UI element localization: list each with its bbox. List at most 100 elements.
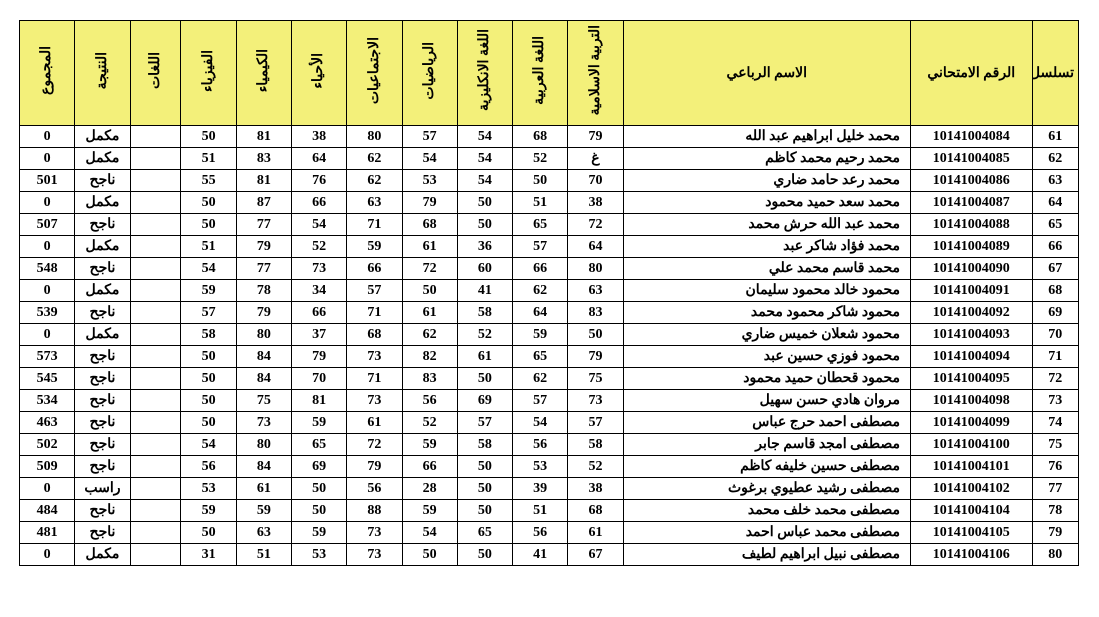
cell-languages [130, 434, 181, 456]
cell-math: 82 [402, 346, 457, 368]
cell-physics: 55 [181, 170, 236, 192]
col-header-biology: الأحياء [291, 21, 346, 126]
cell-name: محمود شاكر محمود محمد [623, 302, 910, 324]
col-header-label: الاسم الرباعي [727, 66, 808, 81]
cell-exam_no: 10141004106 [910, 544, 1032, 566]
cell-total: 539 [20, 302, 75, 324]
cell-languages [130, 148, 181, 170]
cell-islamic: 61 [568, 522, 623, 544]
col-header-label: الفيزياء [201, 50, 216, 92]
cell-languages [130, 456, 181, 478]
cell-arabic: 64 [513, 302, 568, 324]
cell-result: مكمل [75, 192, 130, 214]
cell-result: ناجح [75, 390, 130, 412]
cell-social: 56 [347, 478, 402, 500]
cell-name: محمود شعلان خميس ضاري [623, 324, 910, 346]
col-header-label: الرقم الامتحاني [927, 66, 1015, 81]
cell-exam_no: 10141004099 [910, 412, 1032, 434]
cell-name: مصطفى حسين خليفه كاظم [623, 456, 910, 478]
cell-math: 72 [402, 258, 457, 280]
cell-social: 57 [347, 280, 402, 302]
cell-total: 509 [20, 456, 75, 478]
cell-result: مكمل [75, 544, 130, 566]
cell-languages [130, 170, 181, 192]
cell-chemistry: 84 [236, 456, 291, 478]
cell-seq: 72 [1032, 368, 1078, 390]
cell-chemistry: 87 [236, 192, 291, 214]
cell-social: 71 [347, 214, 402, 236]
cell-social: 72 [347, 434, 402, 456]
cell-arabic: 59 [513, 324, 568, 346]
cell-seq: 78 [1032, 500, 1078, 522]
cell-name: مصطفى امجد قاسم جابر [623, 434, 910, 456]
cell-biology: 66 [291, 192, 346, 214]
cell-biology: 79 [291, 346, 346, 368]
table-row: 6410141004087محمد سعد حميد محمود38515079… [20, 192, 1079, 214]
cell-languages [130, 258, 181, 280]
cell-languages [130, 302, 181, 324]
table-row: 6710141004090محمد قاسم محمد علي806660726… [20, 258, 1079, 280]
cell-total: 0 [20, 324, 75, 346]
cell-english: 50 [457, 368, 512, 390]
cell-arabic: 50 [513, 170, 568, 192]
cell-languages [130, 214, 181, 236]
cell-result: ناجح [75, 522, 130, 544]
cell-name: مروان هادي حسن سهيل [623, 390, 910, 412]
cell-math: 66 [402, 456, 457, 478]
cell-seq: 77 [1032, 478, 1078, 500]
cell-math: 79 [402, 192, 457, 214]
cell-arabic: 52 [513, 148, 568, 170]
cell-social: 62 [347, 170, 402, 192]
col-header-label: الرياضيات [422, 42, 437, 100]
cell-math: 61 [402, 302, 457, 324]
col-header-total: المجموع [20, 21, 75, 126]
col-header-english: اللغة الانكليزية [457, 21, 512, 126]
table-row: 6910141004092محمود شاكر محمود محمد836458… [20, 302, 1079, 324]
col-header-math: الرياضيات [402, 21, 457, 126]
cell-exam_no: 10141004087 [910, 192, 1032, 214]
cell-math: 59 [402, 500, 457, 522]
cell-biology: 69 [291, 456, 346, 478]
cell-social: 73 [347, 544, 402, 566]
cell-result: ناجح [75, 434, 130, 456]
cell-biology: 73 [291, 258, 346, 280]
cell-result: ناجح [75, 368, 130, 390]
cell-name: مصطفى محمد عباس احمد [623, 522, 910, 544]
cell-total: 0 [20, 192, 75, 214]
cell-arabic: 66 [513, 258, 568, 280]
cell-english: 58 [457, 302, 512, 324]
cell-islamic: 75 [568, 368, 623, 390]
cell-islamic: 38 [568, 192, 623, 214]
cell-social: 80 [347, 126, 402, 148]
cell-biology: 59 [291, 522, 346, 544]
cell-social: 68 [347, 324, 402, 346]
cell-languages [130, 280, 181, 302]
cell-math: 52 [402, 412, 457, 434]
table-row: 7610141004101مصطفى حسين خليفه كاظم525350… [20, 456, 1079, 478]
col-header-label: تسلسل [1032, 66, 1074, 81]
cell-physics: 58 [181, 324, 236, 346]
table-row: 7410141004099مصطفى احمد حرج عباس57545752… [20, 412, 1079, 434]
col-header-label: التربية الاسلامية [588, 25, 603, 115]
cell-seq: 69 [1032, 302, 1078, 324]
cell-seq: 74 [1032, 412, 1078, 434]
cell-exam_no: 10141004089 [910, 236, 1032, 258]
cell-result: ناجح [75, 302, 130, 324]
cell-biology: 65 [291, 434, 346, 456]
cell-physics: 53 [181, 478, 236, 500]
cell-islamic: 58 [568, 434, 623, 456]
cell-chemistry: 84 [236, 346, 291, 368]
cell-islamic: 72 [568, 214, 623, 236]
cell-arabic: 57 [513, 236, 568, 258]
cell-math: 61 [402, 236, 457, 258]
cell-social: 88 [347, 500, 402, 522]
cell-islamic: 79 [568, 126, 623, 148]
table-row: 7110141004094محمود فوزي حسين عبد79656182… [20, 346, 1079, 368]
cell-languages [130, 478, 181, 500]
col-header-label: النتيجة [95, 52, 110, 89]
results-table: تسلسل الرقم الامتحاني الاسم الرباعي التربية… [19, 20, 1079, 566]
cell-biology: 37 [291, 324, 346, 346]
cell-biology: 34 [291, 280, 346, 302]
cell-english: 36 [457, 236, 512, 258]
cell-arabic: 57 [513, 390, 568, 412]
